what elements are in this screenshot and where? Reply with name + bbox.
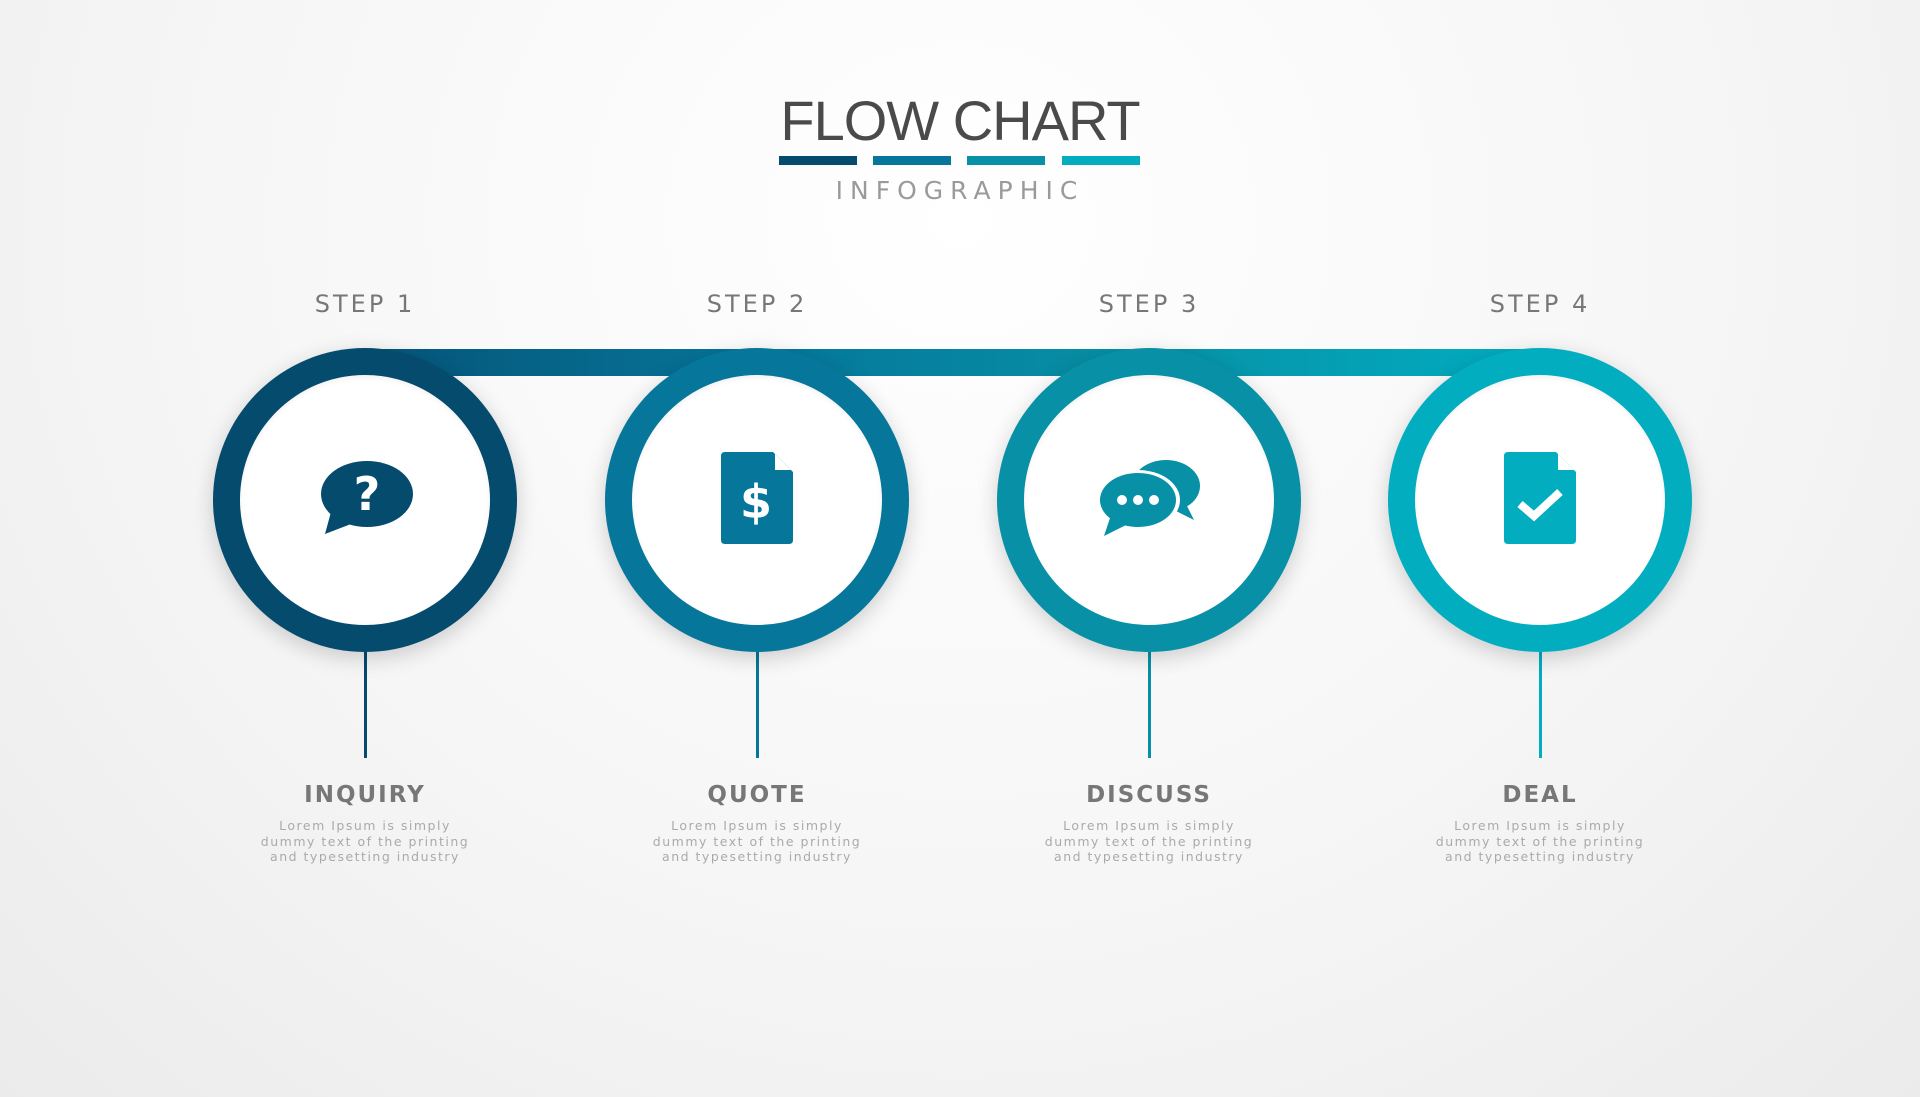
question-speech-bubble-icon: ? <box>317 460 413 540</box>
step-name: DISCUSS <box>1086 782 1212 808</box>
step-stem-line <box>364 652 367 758</box>
page-title: FLOW CHART <box>780 89 1140 152</box>
step-label: STEP 2 <box>706 290 808 318</box>
step-name: DEAL <box>1502 782 1578 808</box>
step-stem-line <box>756 652 759 758</box>
step-label: STEP 1 <box>314 290 416 318</box>
step-stem-line <box>1539 652 1542 758</box>
step-name: INQUIRY <box>304 782 426 808</box>
title-underline-segment <box>967 156 1045 165</box>
dollar-document-icon: $ <box>721 452 793 548</box>
step-description: Lorem Ipsum is simply dummy text of the … <box>260 818 470 864</box>
step-description: Lorem Ipsum is simply dummy text of the … <box>1044 818 1254 864</box>
title-underline-segment <box>779 156 857 165</box>
step-circle <box>1388 348 1692 652</box>
step-circle: ? <box>213 348 517 652</box>
connector-line <box>365 349 1540 376</box>
title-underline-segment <box>1062 156 1140 165</box>
step-label: STEP 4 <box>1489 290 1591 318</box>
chat-bubbles-icon <box>1094 458 1204 542</box>
title-underline-segment <box>873 156 951 165</box>
step-description: Lorem Ipsum is simply dummy text of the … <box>652 818 862 864</box>
svg-text:?: ? <box>354 467 381 521</box>
step-stem-line <box>1148 652 1151 758</box>
step-circle: $ <box>605 348 909 652</box>
step-circle <box>997 348 1301 652</box>
svg-text:$: $ <box>740 475 772 529</box>
step-description: Lorem Ipsum is simply dummy text of the … <box>1435 818 1645 864</box>
document-check-icon <box>1504 452 1576 548</box>
page-subtitle: INFOGRAPHIC <box>835 176 1085 205</box>
step-name: QUOTE <box>707 782 807 808</box>
step-label: STEP 3 <box>1098 290 1200 318</box>
